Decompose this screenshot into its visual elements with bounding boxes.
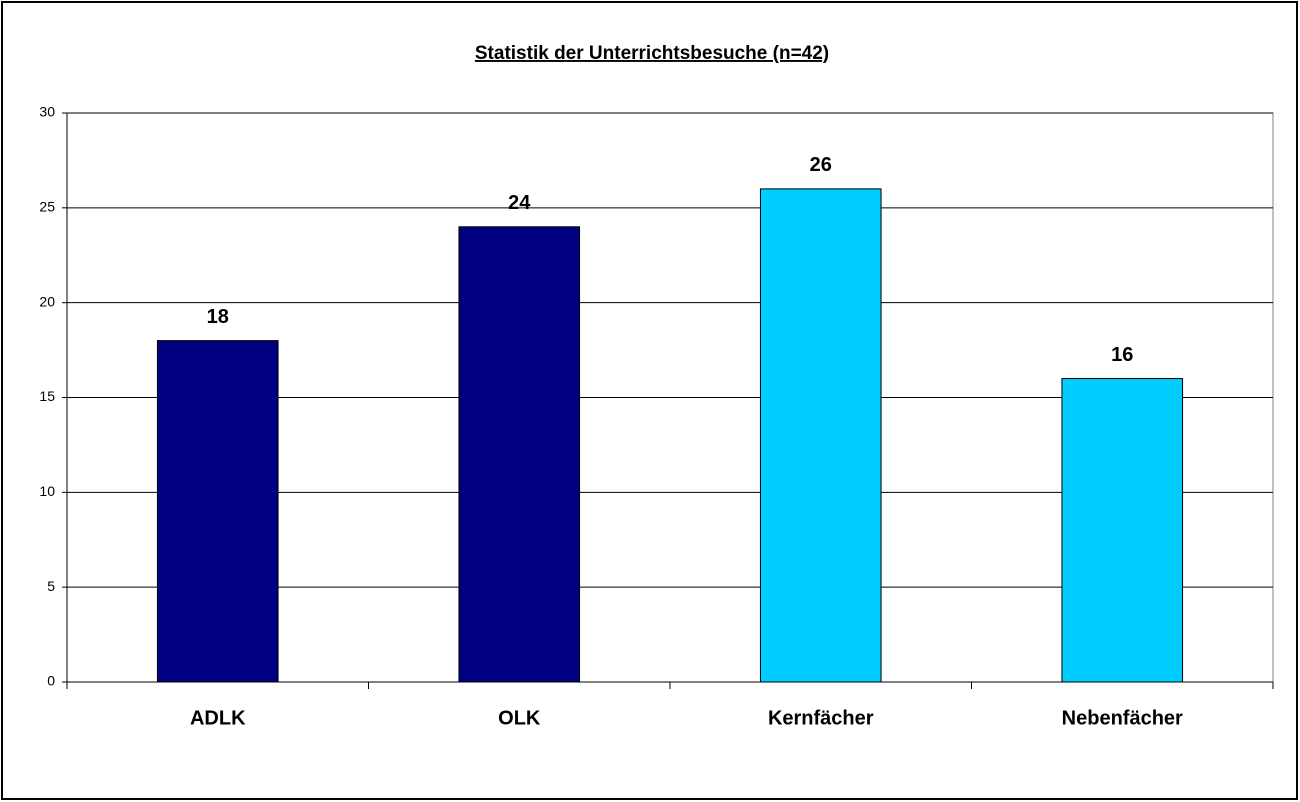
- bar: [759, 188, 882, 683]
- x-tick-label: Nebenfächer: [1062, 707, 1183, 729]
- x-tick-label: ADLK: [190, 707, 246, 729]
- y-tick-label: 5: [47, 578, 55, 594]
- bar: [156, 340, 279, 683]
- y-tick-label: 20: [39, 293, 55, 309]
- data-label: 18: [207, 306, 229, 328]
- y-tick-label: 25: [39, 199, 55, 215]
- y-tick-label: 0: [47, 673, 55, 689]
- bar: [458, 226, 581, 683]
- data-label: 16: [1111, 344, 1133, 366]
- data-label: 24: [508, 192, 531, 214]
- y-tick-label: 30: [39, 104, 55, 120]
- chart-title: Statistik der Unterrichtsbesuche (n=42): [475, 43, 829, 64]
- x-tick-label: Kernfächer: [768, 707, 874, 729]
- bar: [1061, 378, 1184, 683]
- y-tick-label: 10: [39, 483, 55, 499]
- x-tick-label: OLK: [498, 707, 541, 729]
- data-label: 26: [810, 154, 832, 176]
- y-tick-label: 15: [39, 388, 55, 404]
